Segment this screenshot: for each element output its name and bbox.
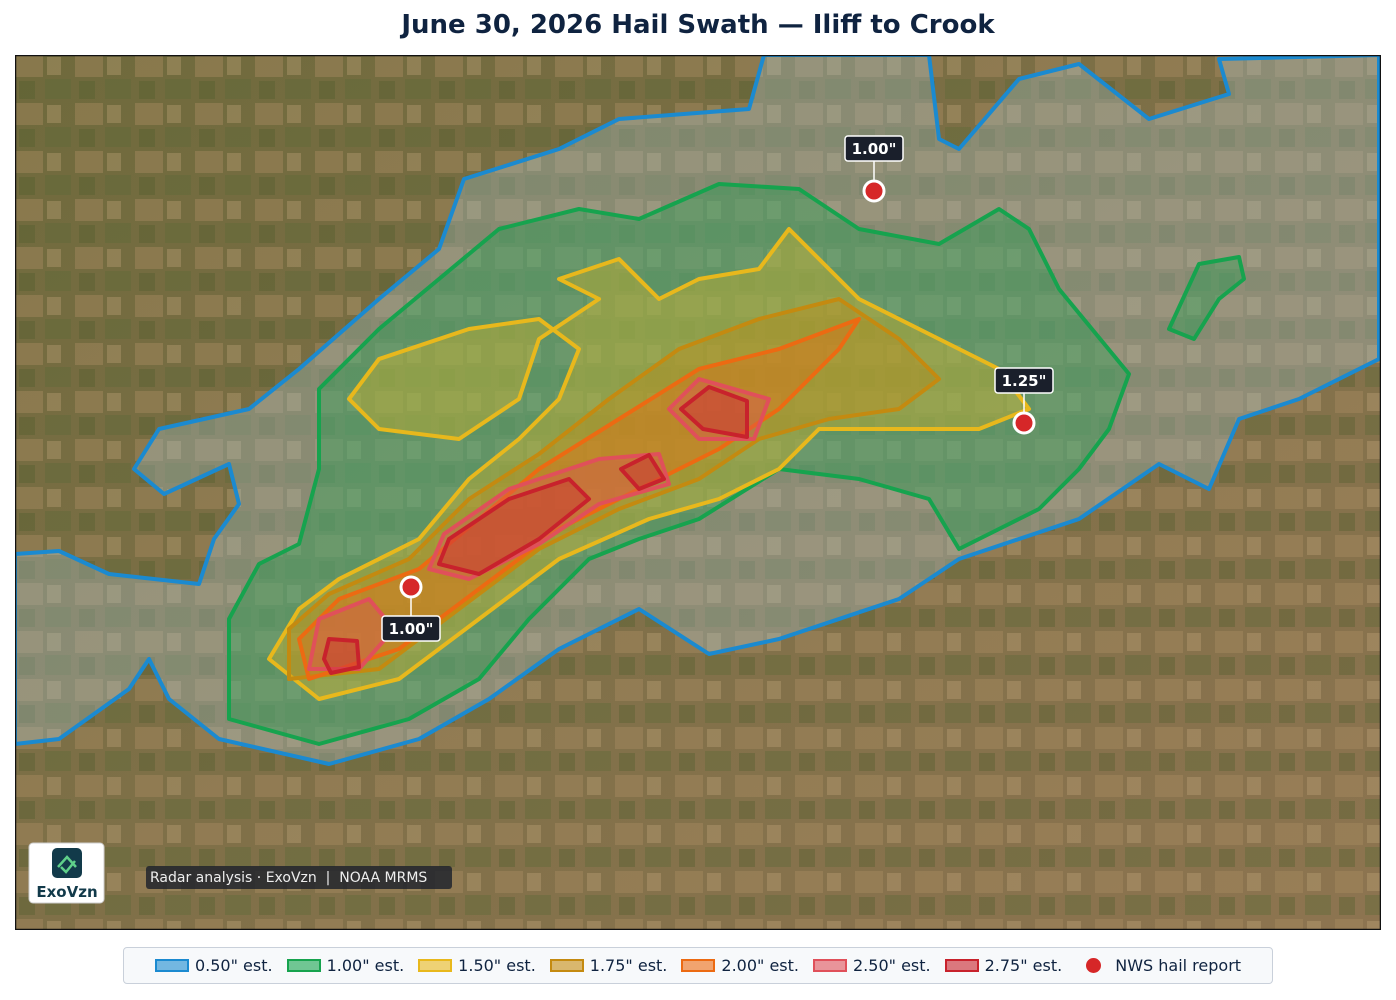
report-marker: 1.00" [381, 575, 441, 642]
contour-050 [15, 55, 1381, 766]
legend-swatch [549, 959, 584, 972]
legend-item: 2.50" est. [813, 956, 931, 975]
contour-100 [1167, 255, 1246, 341]
legend-item: NWS hail report [1076, 956, 1241, 975]
logo: ExoVzn [28, 842, 105, 904]
field-texture [15, 55, 1381, 930]
attribution-bg [146, 866, 452, 889]
legend-label: 1.75" est. [589, 956, 668, 975]
legend-swatch [944, 959, 979, 972]
legend-swatch [813, 959, 847, 972]
legend-item: 0.50" est. [154, 956, 273, 975]
report-label: 1.00" [852, 140, 897, 158]
contour-275 [322, 385, 749, 675]
legend-swatch [681, 959, 716, 972]
legend-item: 1.50" est. [418, 956, 536, 975]
legend-swatch [286, 959, 321, 972]
report-marker: 1.00" [844, 135, 904, 203]
legend-label: NWS hail report [1115, 956, 1242, 975]
contour-175 [287, 297, 941, 681]
legend-label: 1.00" est. [326, 956, 405, 975]
title: June 30, 2026 Hail Swath — Iliff to Croo… [401, 10, 995, 40]
legend-label: 0.50" est. [194, 956, 273, 975]
report-label: 1.00" [389, 620, 434, 638]
legend-label: 2.50" est. [853, 956, 931, 975]
map: 1.00" 1.25" 1.00" ExoVzn Radar analysis … [15, 55, 1381, 930]
legend-label: 2.75" est. [984, 956, 1063, 975]
legend-label: 1.50" est. [458, 956, 536, 975]
legend-swatch [418, 959, 453, 972]
legend-label: 2.00" est. [721, 956, 799, 975]
contour-100 [227, 182, 1131, 746]
logo-text: ExoVzn [36, 883, 97, 901]
legend-item: 2.75" est. [944, 956, 1063, 975]
legend-item: 1.00" est. [286, 956, 405, 975]
attribution: Radar analysis · ExoVzn | NOAA MRMS [150, 870, 427, 886]
legend-item: 2.00" est. [681, 956, 799, 975]
legend-swatch [1086, 958, 1102, 973]
report-label: 1.25" [1002, 372, 1047, 390]
hail-reports: 1.00" 1.25" 1.00" [381, 135, 1054, 642]
report-marker: 1.25" [994, 367, 1054, 435]
legend-item: 1.75" est. [549, 956, 668, 975]
legend-swatch [154, 959, 189, 972]
legend: 0.50" est. 1.00" est. 1.50" est. 1.75" est.… [123, 947, 1273, 984]
